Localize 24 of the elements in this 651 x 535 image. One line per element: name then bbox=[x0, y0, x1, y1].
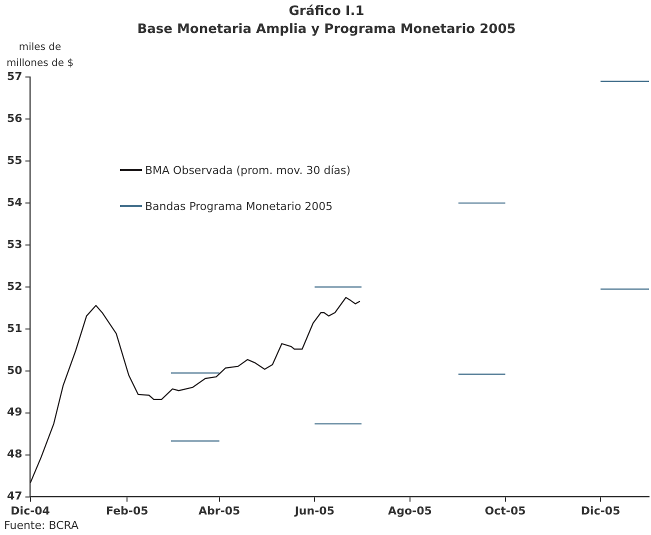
y-tick-label: 49 bbox=[6, 406, 22, 419]
chart-title: Gráfico I.1 bbox=[288, 4, 364, 20]
y-tick-label: 53 bbox=[6, 238, 22, 251]
y-tick-label: 52 bbox=[6, 280, 22, 293]
y-tick-label: 50 bbox=[6, 364, 23, 377]
chart-subtitle: Base Monetaria Amplia y Programa Monetario 2005 bbox=[137, 22, 516, 37]
x-tick-label: Dic-04 bbox=[10, 504, 50, 518]
y-tick-label: 48 bbox=[6, 448, 22, 461]
y-axis-title: miles de millones de $ bbox=[5, 41, 75, 71]
x-tick-label: Ago-05 bbox=[388, 504, 432, 518]
y-tick-label: 57 bbox=[6, 70, 22, 84]
y-tick-label: 51 bbox=[6, 322, 22, 335]
y-tick-label: 47 bbox=[6, 490, 22, 503]
x-tick-label: Feb-05 bbox=[106, 504, 148, 518]
legend-label: Bandas Programa Monetario 2005 bbox=[144, 198, 334, 214]
source-note: Fuente: BCRA bbox=[4, 519, 78, 532]
x-tick-label: Abr-05 bbox=[198, 504, 240, 518]
y-tick-label: 56 bbox=[6, 112, 23, 126]
x-tick-label: Oct-05 bbox=[484, 504, 526, 518]
x-tick-label: Jun-05 bbox=[294, 504, 334, 518]
legend-label: BMA Observada (prom. mov. 30 días) bbox=[144, 162, 351, 178]
y-tick-label: 55 bbox=[6, 154, 22, 167]
x-tick-label: Dic-05 bbox=[580, 504, 620, 518]
y-tick-label: 54 bbox=[6, 196, 23, 209]
